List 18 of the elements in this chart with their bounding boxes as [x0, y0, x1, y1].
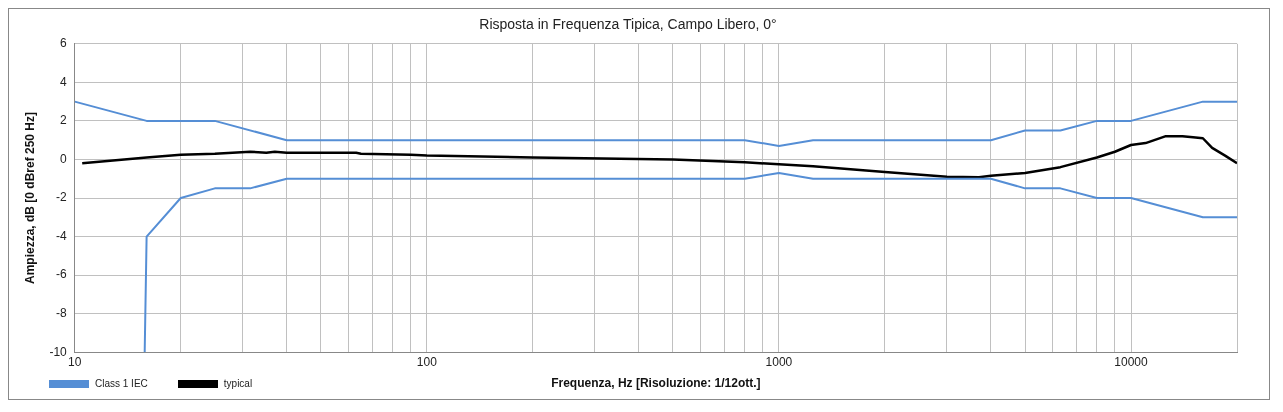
y-tick-label: -10 — [49, 344, 68, 359]
x-tick-label: 10 — [68, 354, 82, 369]
x-axis-title: Frequenza, Hz [Risoluzione: 1/12ott.] — [551, 376, 761, 391]
x-tick-label: 10000 — [1114, 354, 1149, 369]
x-tick-label: 100 — [416, 354, 438, 369]
y-tick-label: -2 — [56, 190, 68, 205]
legend-label: Class 1 IEC — [95, 378, 148, 389]
x-tick-label: 1000 — [765, 354, 793, 369]
legend-label: typical — [223, 378, 253, 389]
y-tick-label: -8 — [56, 305, 68, 320]
y-tick-label: 2 — [60, 113, 68, 128]
y-tick-label: 0 — [60, 151, 68, 166]
y-tick-label: -4 — [56, 228, 68, 243]
y-tick-label: 6 — [60, 36, 68, 51]
y-tick-label: 4 — [60, 74, 68, 89]
y-axis-title: Ampiezza, dB [0 dBref 250 Hz] — [22, 111, 37, 285]
chart-title: Risposta in Frequenza Tipica, Campo Libero, 0° — [479, 16, 777, 33]
y-tick-label: -6 — [56, 267, 68, 282]
